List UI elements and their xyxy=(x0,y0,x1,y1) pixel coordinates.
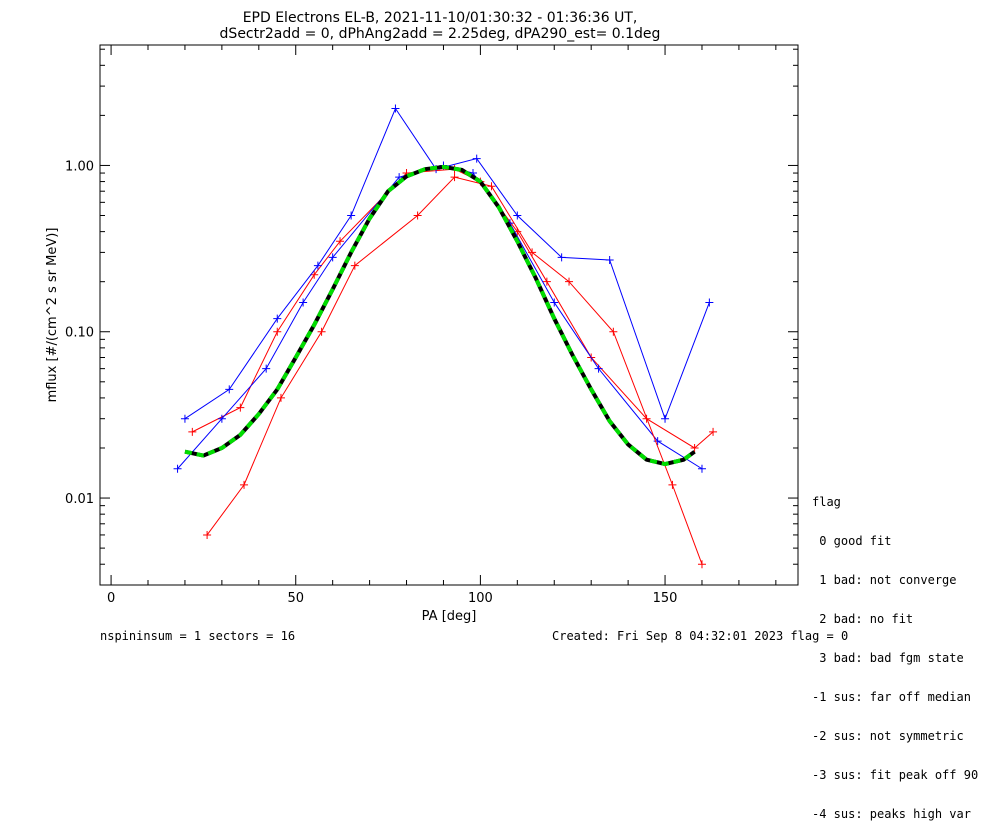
footer-right: Created: Fri Sep 8 04:32:01 2023 flag = … xyxy=(552,629,849,643)
data-point xyxy=(550,298,559,307)
data-point xyxy=(472,154,481,163)
data-point xyxy=(336,237,345,246)
data-point xyxy=(605,256,614,265)
x-axis-label: PA [deg] xyxy=(422,609,477,624)
footer-left: nspininsum = 1 sectors = 16 xyxy=(100,629,296,643)
chart-title: EPD Electrons EL-B, 2021-11-10/01:30:32 … xyxy=(243,10,638,26)
data-point xyxy=(557,253,566,262)
data-point xyxy=(350,261,359,270)
data-point xyxy=(313,261,322,270)
data-point xyxy=(203,530,212,539)
legend-title: flag xyxy=(812,495,841,509)
legend-item: -1 sus: far off median xyxy=(812,690,971,704)
data-point xyxy=(310,270,319,279)
data-point xyxy=(450,173,459,182)
data-point xyxy=(240,480,249,489)
data-point xyxy=(661,414,670,423)
data-point xyxy=(697,560,706,569)
data-point xyxy=(347,211,356,220)
data-point xyxy=(188,427,197,436)
data-point xyxy=(668,480,677,489)
data-point xyxy=(690,443,699,452)
x-tick-label: 0 xyxy=(107,591,115,606)
data-point xyxy=(225,385,234,394)
data-point xyxy=(528,248,537,257)
legend-item: -4 sus: peaks high var xyxy=(812,807,971,821)
y-tick-label: 1.00 xyxy=(65,159,94,174)
data-point xyxy=(299,298,308,307)
data-point xyxy=(542,277,551,286)
data-point xyxy=(317,327,326,336)
data-point xyxy=(236,403,245,412)
data-point xyxy=(705,298,714,307)
chart-subtitle: dSectr2add = 0, dPhAng2add = 2.25deg, dP… xyxy=(220,26,661,42)
data-point xyxy=(653,437,662,446)
legend-item: 0 good fit xyxy=(812,534,892,548)
x-tick-label: 150 xyxy=(653,591,678,606)
data-point xyxy=(276,393,285,402)
data-point xyxy=(565,277,574,286)
data-point xyxy=(328,253,337,262)
plot-frame xyxy=(99,44,799,586)
legend-item: 1 bad: not converge xyxy=(812,573,957,587)
series-line xyxy=(206,176,703,565)
data-point xyxy=(697,464,706,473)
x-tick-label: 50 xyxy=(287,591,304,606)
flag-legend: flag 0 good fit 1 bad: not converge 2 ba… xyxy=(812,470,978,834)
y-axis-label: mflux [#/(cm^2 s sr MeV)] xyxy=(45,228,60,403)
legend-item: -2 sus: not symmetric xyxy=(812,729,964,743)
y-tick-label: 0.01 xyxy=(65,492,94,507)
data-point xyxy=(487,182,496,191)
fit-curve-shadow xyxy=(184,164,696,467)
data-point xyxy=(594,364,603,373)
data-point xyxy=(273,314,282,323)
data-point xyxy=(217,414,226,423)
legend-item: 2 bad: no fit xyxy=(812,612,914,626)
chart: EPD Electrons EL-B, 2021-11-10/01:30:32 … xyxy=(45,10,799,624)
series-line xyxy=(192,168,714,449)
data-point xyxy=(513,211,522,220)
x-tick-label: 100 xyxy=(468,591,493,606)
data-point xyxy=(273,327,282,336)
y-tick-label: 0.10 xyxy=(65,326,94,341)
data-point xyxy=(262,364,271,373)
series-line xyxy=(177,164,703,470)
data-point xyxy=(609,327,618,336)
data-point xyxy=(413,211,422,220)
data-point xyxy=(180,414,189,423)
legend-item: 3 bad: bad fgm state xyxy=(812,651,964,665)
data-point xyxy=(391,104,400,113)
data-point xyxy=(709,427,718,436)
data-point xyxy=(173,464,182,473)
fit-curve xyxy=(184,164,696,467)
legend-item: -3 sus: fit peak off 90 xyxy=(812,768,979,782)
